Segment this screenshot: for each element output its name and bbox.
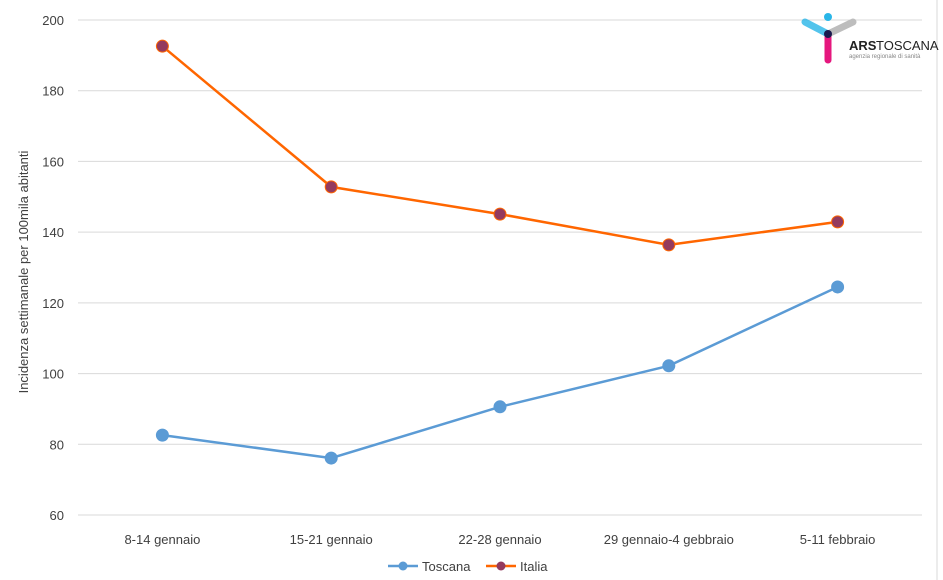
data-point-toscana <box>831 280 845 294</box>
y-tick-label: 140 <box>42 225 64 240</box>
y-tick-label: 200 <box>42 13 64 28</box>
y-tick-label: 160 <box>42 154 64 169</box>
data-point-italia <box>493 207 507 221</box>
data-point-toscana <box>324 451 338 465</box>
legend-label: Italia <box>520 559 548 574</box>
data-point-italia <box>831 215 845 229</box>
x-tick-label: 15-21 gennaio <box>290 532 373 547</box>
data-point-italia <box>662 238 676 252</box>
legend-marker-toscana <box>398 561 408 571</box>
data-point-toscana <box>662 359 676 373</box>
x-tick-label: 5-11 febbraio <box>800 532 876 547</box>
data-point-toscana <box>493 400 507 414</box>
svg-text:agenzia regionale di sanità: agenzia regionale di sanità <box>849 54 921 60</box>
y-tick-label: 60 <box>50 508 64 523</box>
x-tick-label: 22-28 gennaio <box>458 532 541 547</box>
svg-text:ARS: ARS <box>849 38 877 53</box>
x-tick-label: 8-14 gennaio <box>124 532 200 547</box>
legend-marker-italia <box>496 561 506 571</box>
legend-label: Toscana <box>422 559 471 574</box>
data-point-toscana <box>155 428 169 442</box>
svg-text:TOSCANA: TOSCANA <box>876 38 939 53</box>
y-tick-label: 120 <box>42 296 64 311</box>
ars-toscana-logo: ARS TOSCANA agenzia regionale di sanità <box>801 13 939 64</box>
y-axis-label: Incidenza settimanale per 100mila abitan… <box>16 150 31 393</box>
series-line-toscana <box>162 285 839 460</box>
y-tick-label: 180 <box>42 84 64 99</box>
y-tick-label: 80 <box>50 437 64 452</box>
x-tick-label: 29 gennaio-4 gebbraio <box>604 532 734 547</box>
data-point-italia <box>324 180 338 194</box>
y-tick-label: 100 <box>42 367 64 382</box>
data-point-italia <box>155 39 169 53</box>
